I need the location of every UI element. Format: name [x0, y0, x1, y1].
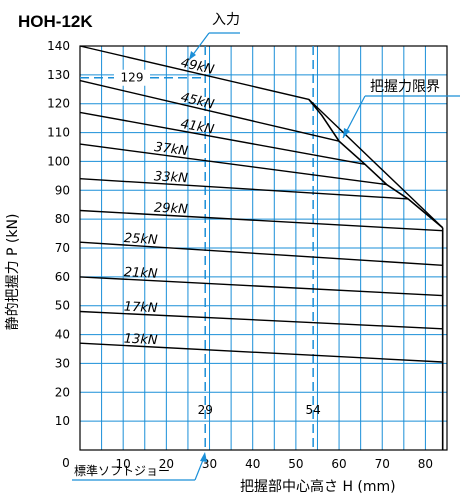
series-line: [79, 79, 340, 142]
series-label: 29kN: [154, 201, 189, 218]
series-line: [79, 276, 443, 297]
y-tick-label: 90: [55, 183, 70, 197]
y-tick-label: 40: [55, 328, 70, 342]
y-tick-label: 100: [47, 154, 70, 168]
series-line: [79, 209, 443, 232]
series-label: 25kN: [123, 231, 158, 248]
x-axis-label: 把握部中心高さ H (mm): [240, 478, 396, 495]
y-tick-label: 30: [55, 356, 70, 370]
series-line: [79, 310, 443, 330]
series-label: 37kN: [153, 140, 189, 159]
y-tick-label: 70: [55, 241, 70, 255]
y-tick-label: 110: [47, 126, 70, 140]
grid: [80, 46, 447, 450]
reference-label-vertical: 29: [198, 403, 213, 417]
series-label: 41kN: [179, 117, 215, 138]
reference-label-background: [114, 69, 150, 86]
grip-limit-callout: 把握力限界: [342, 79, 460, 139]
reference-label-vertical: 54: [306, 403, 321, 417]
y-tick-label: 140: [47, 39, 70, 53]
series-label: 21kN: [123, 265, 158, 282]
y-tick-label: 60: [55, 270, 70, 284]
origin-label: 0: [62, 456, 70, 470]
series-label: 17kN: [123, 300, 158, 317]
grip-limit-curve: [308, 98, 444, 229]
series-label: 33kN: [154, 169, 189, 186]
series-line: [79, 143, 387, 186]
series-line: [79, 111, 366, 165]
standard-jaw-callout: 標準ソフトジョー: [72, 452, 207, 481]
x-tick-label: 10: [116, 457, 131, 471]
series-line: [79, 342, 443, 363]
x-tick-label: 60: [331, 457, 346, 471]
y-tick-label: 20: [55, 385, 70, 399]
y-tick-label: 120: [47, 97, 70, 111]
chart-title: HOH-12K: [18, 12, 93, 31]
series-lines: [79, 45, 444, 450]
y-tick-label: 80: [55, 212, 70, 226]
x-tick-label: 50: [288, 457, 303, 471]
reference-label-horizontal: 129: [121, 71, 144, 85]
x-tick-label: 20: [159, 457, 174, 471]
plot-frame: [79, 45, 448, 451]
input-callout: 入力: [188, 12, 240, 61]
reference-lines: 29 54 129: [80, 46, 321, 450]
y-axis-label: 静的把握力 P (kN): [5, 214, 21, 331]
y-tick-label: 50: [55, 299, 70, 313]
y-tick-label: 130: [47, 68, 70, 82]
series-label: 13kN: [123, 331, 158, 348]
x-tick-label: 40: [245, 457, 260, 471]
series-label: 45kN: [179, 90, 216, 112]
standard-jaw-annotation: 標準ソフトジョー: [74, 463, 170, 478]
x-tick-label: 80: [418, 457, 433, 471]
series-line: [79, 178, 409, 200]
grip-limit-annotation: 把握力限界: [370, 79, 440, 95]
series-line: [79, 241, 443, 266]
y-tick-label: 10: [55, 414, 70, 428]
x-tick-label: 70: [375, 457, 390, 471]
input-annotation: 入力: [212, 12, 240, 28]
